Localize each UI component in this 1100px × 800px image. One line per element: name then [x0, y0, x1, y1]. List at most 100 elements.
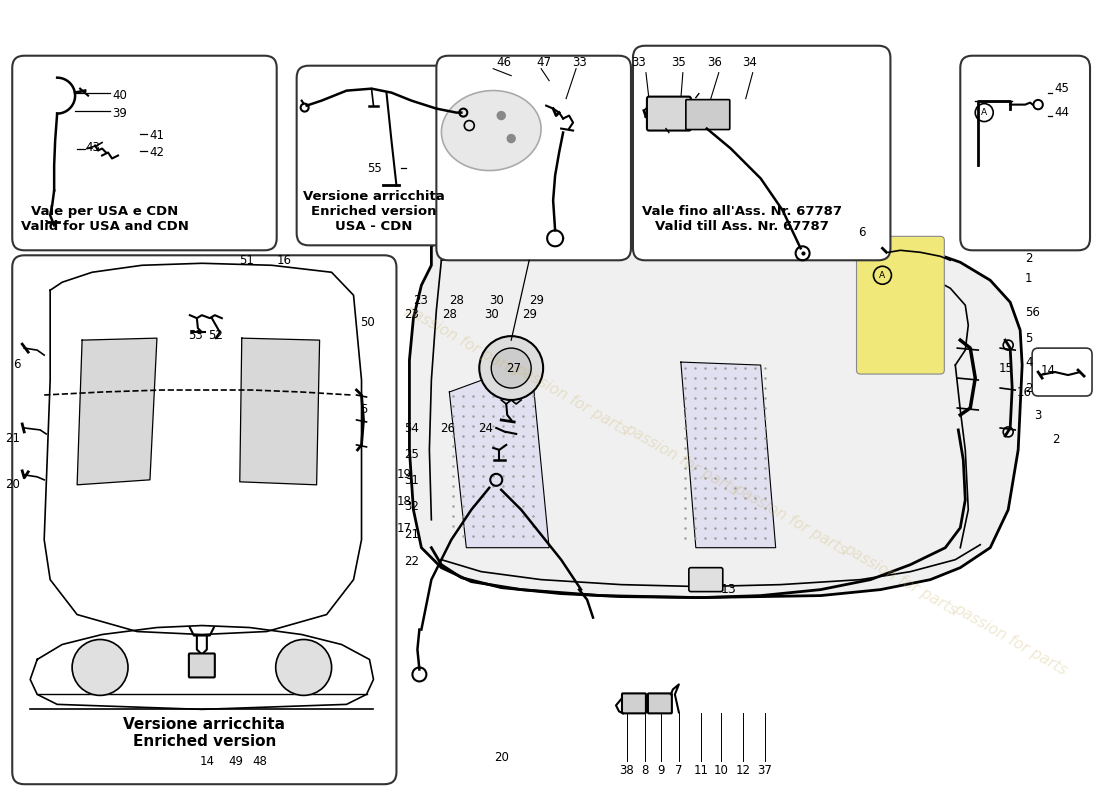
Text: 56: 56 [1025, 306, 1040, 318]
Text: 10: 10 [713, 764, 728, 778]
Text: 3: 3 [1034, 410, 1042, 422]
Text: 25: 25 [405, 448, 419, 461]
Polygon shape [681, 362, 776, 548]
Text: 31: 31 [405, 474, 419, 487]
Polygon shape [77, 338, 157, 485]
Text: passion for parts: passion for parts [402, 302, 520, 378]
Text: 6: 6 [858, 226, 866, 239]
Text: 43: 43 [85, 141, 100, 154]
FancyBboxPatch shape [12, 255, 396, 784]
Text: 21: 21 [6, 432, 20, 445]
Text: 2: 2 [1025, 382, 1033, 394]
FancyBboxPatch shape [647, 97, 691, 130]
Text: A: A [981, 108, 988, 117]
Text: 41: 41 [148, 129, 164, 142]
Polygon shape [240, 338, 320, 485]
Text: 5: 5 [360, 403, 367, 417]
Text: 37: 37 [757, 764, 772, 778]
Text: 28: 28 [442, 308, 458, 321]
Text: 29: 29 [522, 308, 537, 321]
Text: 26: 26 [440, 422, 455, 435]
Text: 47: 47 [537, 56, 551, 69]
Text: 16: 16 [1016, 386, 1031, 398]
Text: 48: 48 [252, 754, 267, 768]
Text: 35: 35 [671, 56, 686, 69]
Text: 22: 22 [405, 554, 419, 568]
Text: 2: 2 [1025, 252, 1033, 265]
Text: 14: 14 [199, 754, 214, 768]
Ellipse shape [441, 90, 541, 170]
Circle shape [497, 111, 505, 119]
Text: 38: 38 [619, 764, 635, 778]
Text: 15: 15 [998, 362, 1013, 374]
Text: 1: 1 [1025, 272, 1033, 285]
Polygon shape [37, 694, 366, 710]
Text: 27: 27 [506, 362, 521, 375]
Polygon shape [449, 362, 549, 548]
Text: 12: 12 [735, 764, 750, 778]
Text: 33: 33 [631, 56, 647, 69]
Circle shape [507, 134, 515, 142]
Circle shape [1033, 100, 1043, 110]
FancyBboxPatch shape [632, 46, 890, 260]
Text: 14: 14 [1041, 363, 1056, 377]
Text: 39: 39 [112, 106, 126, 120]
Text: passion for parts: passion for parts [842, 541, 959, 618]
FancyBboxPatch shape [689, 568, 723, 592]
Text: 45: 45 [1054, 82, 1069, 95]
Text: 53: 53 [188, 329, 204, 342]
Circle shape [73, 639, 128, 695]
Text: 54: 54 [405, 422, 419, 435]
Text: 42: 42 [148, 146, 164, 158]
Text: 30: 30 [490, 294, 504, 306]
Text: passion for parts: passion for parts [950, 601, 1069, 678]
Polygon shape [44, 263, 362, 634]
Text: 17: 17 [396, 522, 411, 534]
FancyBboxPatch shape [621, 694, 646, 714]
Text: 50: 50 [360, 316, 375, 329]
Text: 34: 34 [742, 56, 757, 69]
Text: 9: 9 [657, 764, 664, 778]
Text: Versione arricchita
Enriched version
USA - CDN: Versione arricchita Enriched version USA… [304, 190, 444, 234]
FancyBboxPatch shape [437, 56, 631, 260]
Text: 4: 4 [1025, 355, 1033, 369]
Text: Vale fino all'Ass. Nr. 67787
Valid till Ass. Nr. 67787: Vale fino all'Ass. Nr. 67787 Valid till … [641, 206, 842, 234]
Polygon shape [24, 258, 384, 647]
FancyBboxPatch shape [857, 236, 944, 374]
FancyBboxPatch shape [297, 66, 471, 246]
Text: 16: 16 [276, 254, 292, 266]
Polygon shape [30, 626, 374, 710]
FancyBboxPatch shape [12, 56, 277, 250]
Text: 11: 11 [693, 764, 708, 778]
Text: 49: 49 [229, 754, 243, 768]
FancyBboxPatch shape [1032, 348, 1092, 396]
Text: 51: 51 [240, 254, 254, 266]
FancyBboxPatch shape [686, 100, 729, 130]
Text: 40: 40 [112, 89, 126, 102]
Circle shape [492, 348, 531, 388]
Text: 44: 44 [1054, 106, 1069, 119]
Text: 36: 36 [707, 56, 723, 69]
Text: 33: 33 [572, 56, 586, 69]
FancyBboxPatch shape [960, 56, 1090, 250]
Text: 32: 32 [405, 500, 419, 513]
Text: 55: 55 [366, 162, 382, 175]
Text: passion for parts: passion for parts [732, 481, 850, 558]
Text: Versione arricchita
Enriched version: Versione arricchita Enriched version [123, 717, 285, 750]
Text: passion for parts: passion for parts [512, 362, 630, 438]
Text: A: A [879, 270, 886, 280]
Text: 29: 29 [529, 294, 544, 306]
Text: 5: 5 [1025, 332, 1033, 345]
FancyBboxPatch shape [189, 654, 214, 678]
Text: passion for parts: passion for parts [621, 422, 740, 498]
Polygon shape [409, 226, 1022, 598]
Circle shape [480, 336, 543, 400]
Text: 6: 6 [13, 358, 20, 371]
Text: 21: 21 [405, 528, 419, 541]
Text: 23: 23 [405, 308, 419, 321]
Text: 2: 2 [1052, 434, 1059, 446]
FancyBboxPatch shape [648, 694, 672, 714]
Text: Vale per USA e CDN
Valid for USA and CDN: Vale per USA e CDN Valid for USA and CDN [21, 206, 188, 234]
Text: 52: 52 [208, 329, 223, 342]
Text: 18: 18 [396, 495, 411, 508]
